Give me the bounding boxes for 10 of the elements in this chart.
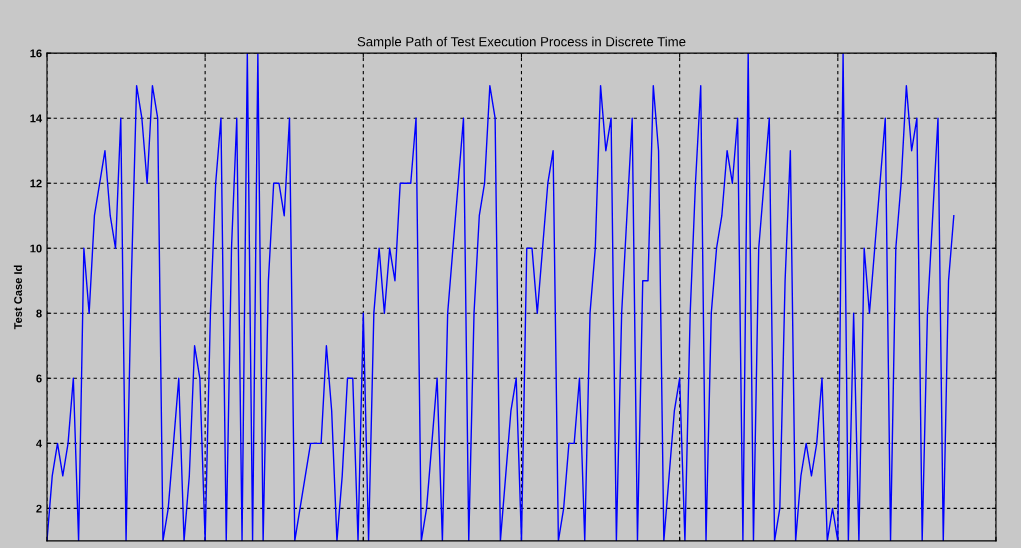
y-tick-label: 14	[30, 114, 43, 123]
y-tick-label: 4	[36, 439, 43, 448]
y-tick-label: 8	[36, 309, 42, 318]
y-tick-label: 12	[30, 179, 42, 188]
y-tick-label: 2	[36, 504, 42, 513]
y-tick-label: 6	[36, 374, 42, 383]
y-tick-label: 16	[30, 49, 42, 58]
chart-title: Sample Path of Test Execution Process in Discrete Time	[357, 36, 686, 49]
y-tick-label: 10	[30, 244, 42, 253]
y-axis-title: Test Case Id	[13, 265, 22, 330]
